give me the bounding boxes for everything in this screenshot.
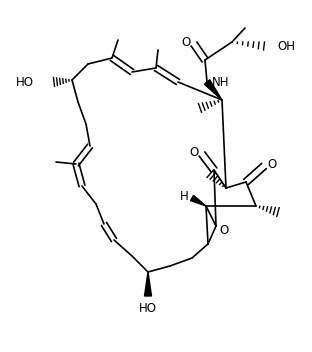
Polygon shape — [191, 195, 206, 206]
Text: H: H — [180, 189, 188, 202]
Text: HO: HO — [16, 75, 34, 88]
Polygon shape — [204, 80, 222, 100]
Text: O: O — [267, 157, 277, 170]
Polygon shape — [144, 272, 152, 296]
Text: NH: NH — [212, 75, 230, 88]
Text: HO: HO — [139, 302, 157, 314]
Text: O: O — [219, 224, 229, 237]
Text: OH: OH — [277, 39, 295, 52]
Text: O: O — [189, 145, 199, 158]
Text: O: O — [181, 36, 191, 49]
